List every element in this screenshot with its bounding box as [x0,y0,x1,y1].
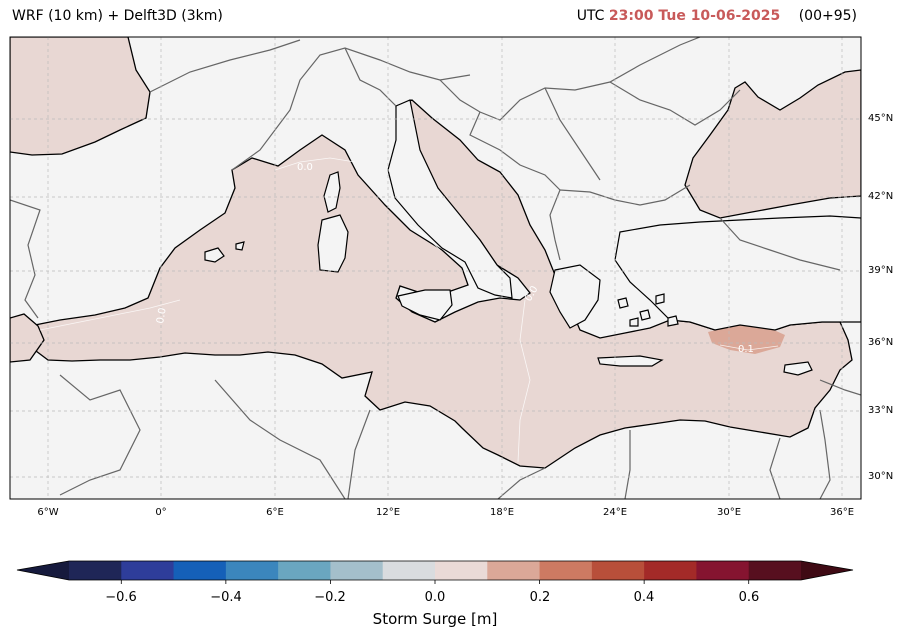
colorbar-tick: 0.4 [633,590,655,605]
colorbar-segment [69,561,122,580]
lat-label: 45°N [868,113,894,124]
lat-label: 39°N [868,265,894,276]
colorbar-label: Storm Surge [m] [372,610,498,628]
cyprus-island [783,361,813,376]
colorbar-segment [748,561,802,580]
lon-label: 18°E [489,507,515,518]
colorbar-tick: 0.2 [529,590,551,605]
lon-label: 6°E [266,507,284,518]
colorbar-extend-low [17,561,69,580]
lon-label: 0° [155,507,167,518]
colorbar-segment [435,561,488,580]
colorbar-segment [696,561,750,580]
colorbar-segment [278,561,331,580]
colorbar-segment [644,561,697,580]
balearic-islands [204,241,245,263]
colorbar-tick: −0.4 [210,590,242,605]
colorbar-segment [121,561,175,580]
map-frame [9,36,862,500]
sardinia-island [317,214,349,273]
lon-label: 36°E [829,507,855,518]
corsica-island [323,171,341,213]
lon-label: 30°E [716,507,742,518]
run-offset: (00+95) [798,8,857,24]
contour-label: 0.0 [155,307,169,325]
lon-label: 6°W [37,507,59,518]
aegean-islands [617,293,679,327]
lat-label: 33°N [868,405,894,416]
forecast-time: UTC 23:00 Tue 10-06-2025 (00+95) [577,8,857,24]
utc-prefix: UTC [576,8,605,24]
contour-label: 0.1 [738,344,754,355]
colorbar-tick: 0.0 [424,590,446,605]
graticule [10,37,861,499]
colorbar-segment [487,561,541,580]
model-title: WRF (10 km) + Delft3D (3km) [12,8,223,24]
alboran-sea [10,313,45,363]
bay-of-biscay [10,37,151,156]
colorbar-segment [330,561,384,580]
colorbar-extend-high [801,561,853,580]
anatolia [614,215,861,331]
lat-label: 42°N [868,191,894,202]
lon-label: 24°E [602,507,628,518]
lat-label: 36°N [868,337,894,348]
colorbar-segment [539,561,593,580]
crete-island [597,355,664,367]
colorbar-segment [382,561,436,580]
zero-contour [39,157,779,463]
lon-label: 12°E [375,507,401,518]
colorbar-segment [173,561,227,580]
colorbar-segment [225,561,279,580]
italy-peninsula [387,99,513,299]
colorbar-segment [591,561,645,580]
forecast-datetime: 23:00 Tue 10-06-2025 [608,8,781,24]
lat-label: 30°N [868,471,894,482]
colorbar-tick: 0.6 [738,590,760,605]
colorbar-tick: −0.6 [105,590,137,605]
greece-peninsula [549,264,601,329]
contour-label: 0.0 [297,162,313,173]
sicily-island [397,289,453,321]
colorbar-tick: −0.2 [314,590,346,605]
